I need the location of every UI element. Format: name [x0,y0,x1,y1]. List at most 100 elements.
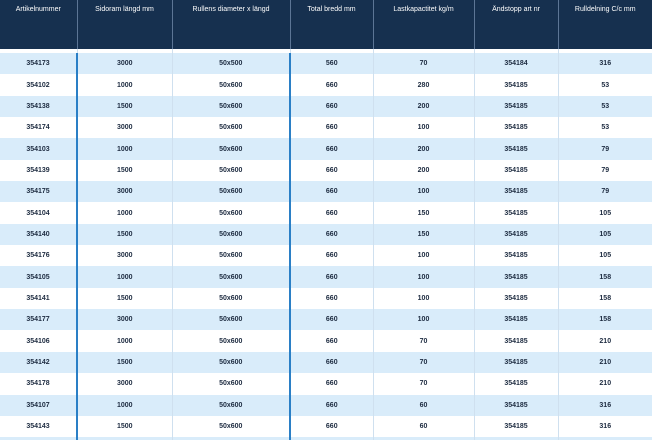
table-row: 354179300050x60066060354185316 [0,437,652,440]
roller-pitch-cell: 210 [557,330,652,352]
side-frame-length-cell: 3000 [76,245,172,267]
side-frame-length-cell: 1500 [76,95,172,118]
side-frame-length-cell: 3000 [76,117,172,139]
end-stop-cell: 354185 [473,181,558,203]
total-width-cell: 660 [289,330,373,352]
load-capacity-cell: 280 [372,74,474,96]
roller-pitch-cell: 210 [557,351,652,374]
roller-size-cell: 50x600 [171,266,290,288]
end-stop-cell: 354185 [473,223,558,246]
roller-pitch-cell: 53 [557,117,652,139]
side-frame-length-cell: 1500 [76,415,172,438]
roller-size-cell: 50x600 [171,74,290,96]
total-width-cell: 660 [289,202,373,224]
total-width-cell: 560 [289,53,373,75]
header-side-frame-length: Sidoram längd mm [76,0,172,49]
table-row: 354106 1000 50x600 660 70 354185 210 [0,330,652,352]
table-row: 354103 1000 50x600 660 200 354185 79 [0,138,652,160]
end-stop-cell: 354185 [473,74,558,96]
total-width-cell: 660 [289,95,373,118]
load-capacity-cell: 100 [372,117,474,139]
article-number-cell: 354174 [0,117,77,139]
total-width-cell: 660 [289,223,373,246]
total-width-cell: 660 [289,117,373,139]
total-width-cell: 660 [289,138,373,160]
roller-pitch-cell: 105 [557,202,652,224]
end-stop-cell: 354185 [473,437,558,440]
roller-size-cell: 50x600 [171,330,290,352]
roller-size-cell: 50x600 [171,138,290,160]
table-header: Artikelnummer Sidoram längd mm Rullens d… [0,0,652,49]
end-stop-cell: 354185 [473,287,558,310]
article-number-cell: 354139 [0,159,77,182]
load-capacity-cell: 60 [372,415,474,438]
header-total-width: Total bredd mm [289,0,373,49]
roller-pitch-cell: 316 [557,53,652,75]
roller-size-cell: 50x500 [171,53,290,75]
table-row: 354105 1000 50x600 660 100 354185 158 [0,266,652,288]
load-capacity-cell: 60 [372,437,474,440]
header-row: Artikelnummer Sidoram längd mm Rullens d… [0,0,652,49]
roller-pitch-cell: 316 [557,437,652,440]
table-row: 354173 3000 50x500 560 70 354184 316 [0,53,652,75]
table-row: 354107 1000 50x600 660 60 354185 316 [0,394,652,416]
side-frame-length-cell: 1500 [76,159,172,182]
roller-size-cell: 50x600 [171,181,290,203]
side-frame-length-cell: 1000 [76,330,172,352]
end-stop-cell: 354185 [473,138,558,160]
spacer-row [0,49,652,53]
load-capacity-cell: 70 [372,373,474,395]
total-width-cell: 660 [289,287,373,310]
table-row: 354139 1500 50x600 660 200 354185 79 [0,159,652,182]
article-number-cell: 354176 [0,245,77,267]
article-number-cell: 354178 [0,373,77,395]
table-row: 354138 1500 50x600 660 200 354185 53 [0,95,652,118]
total-width-cell: 660 [289,437,373,440]
roller-size-cell: 50x600 [171,415,290,438]
total-width-cell: 660 [289,373,373,395]
table-row: 354142 1500 50x600 660 70 354185 210 [0,351,652,374]
table-row: 354140 1500 50x600 660 150 354185 105 [0,223,652,246]
load-capacity-cell: 200 [372,159,474,182]
end-stop-cell: 354185 [473,202,558,224]
roller-pitch-cell: 105 [557,245,652,267]
total-width-cell: 660 [289,181,373,203]
side-frame-length-cell: 3000 [76,373,172,395]
header-load-capacity: Lastkapactitet kg/m [372,0,474,49]
roller-size-cell: 50x600 [171,287,290,310]
side-frame-length-cell: 3000 [76,437,172,440]
article-number-cell: 354175 [0,181,77,203]
load-capacity-cell: 200 [372,95,474,118]
side-frame-length-cell: 1500 [76,223,172,246]
side-frame-length-cell: 1500 [76,287,172,310]
end-stop-cell: 354185 [473,245,558,267]
load-capacity-cell: 100 [372,181,474,203]
header-end-stop-article: Ändstopp art nr [473,0,558,49]
load-capacity-cell: 70 [372,53,474,75]
end-stop-cell: 354185 [473,266,558,288]
end-stop-cell: 354185 [473,117,558,139]
roller-pitch-cell: 316 [557,394,652,416]
side-frame-length-cell: 1000 [76,202,172,224]
end-stop-cell: 354185 [473,351,558,374]
table-row: 354177 3000 50x600 660 100 354185 158 [0,309,652,331]
table-row: 354176 3000 50x600 660 100 354185 105 [0,245,652,267]
side-frame-length-cell: 3000 [76,309,172,331]
table-row: 354174 3000 50x600 660 100 354185 53 [0,117,652,139]
table-row: 354143 1500 50x600 660 60 354185 316 [0,415,652,438]
end-stop-cell: 354185 [473,309,558,331]
header-roller-pitch: Rulldelning C/c mm [557,0,652,49]
roller-pitch-cell: 158 [557,287,652,310]
load-capacity-cell: 100 [372,287,474,310]
side-frame-length-cell: 1000 [76,74,172,96]
side-frame-length-cell: 3000 [76,181,172,203]
total-width-cell: 660 [289,245,373,267]
article-number-cell: 354105 [0,266,77,288]
roller-size-cell: 50x600 [171,309,290,331]
roller-size-cell: 50x600 [171,202,290,224]
article-number-cell: 354107 [0,394,77,416]
article-number-cell: 354143 [0,415,77,438]
load-capacity-cell: 150 [372,223,474,246]
roller-size-cell: 50x600 [171,373,290,395]
